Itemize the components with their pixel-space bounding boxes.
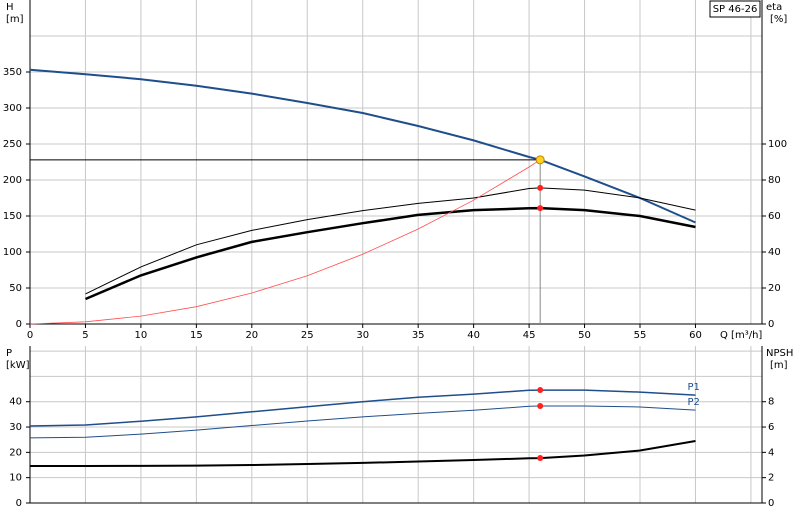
x-tick-label: 10	[135, 330, 148, 341]
y2-tick-label: 6	[768, 422, 774, 433]
legend-box	[709, 0, 761, 18]
y-tick-label: 100	[3, 247, 22, 258]
y-tick-label: 300	[3, 103, 22, 114]
curve	[85, 187, 696, 295]
y2-tick-label: 2	[768, 473, 774, 484]
y2-tick-label: 8	[768, 397, 774, 408]
curve	[29, 68, 696, 224]
curve	[29, 405, 696, 439]
curve	[85, 206, 696, 301]
curve	[29, 159, 541, 325]
y2-tick-label: 40	[768, 247, 781, 258]
series-label: P2	[687, 397, 699, 408]
y-axis-unit: [m]	[6, 14, 24, 25]
series-label: P1	[687, 382, 699, 393]
x-tick-label: 50	[578, 330, 591, 341]
duty-point	[537, 184, 544, 191]
y2-tick-label: 0	[768, 319, 774, 330]
y-tick-label: 0	[16, 498, 22, 509]
y-tick-label: 20	[9, 447, 22, 458]
duty-point	[535, 155, 545, 165]
y-tick-label: 200	[3, 175, 22, 186]
y-tick-label: 0	[16, 319, 22, 330]
x-tick-label: 0	[27, 330, 33, 341]
y2-tick-label: 60	[768, 211, 781, 222]
x-tick-label: 40	[467, 330, 480, 341]
y-tick-label: 10	[9, 473, 22, 484]
duty-point	[537, 205, 544, 212]
y-axis-unit: [kW]	[6, 360, 30, 371]
duty-point	[537, 387, 544, 394]
y2-tick-label: 0	[768, 498, 774, 509]
curve	[29, 389, 696, 427]
y-tick-label: 50	[9, 283, 22, 294]
y-tick-label: 350	[3, 67, 22, 78]
y-tick-label: 30	[9, 422, 22, 433]
x-tick-label: 35	[412, 330, 425, 341]
duty-point	[537, 403, 544, 410]
x-tick-label: 25	[301, 330, 314, 341]
y2-axis-unit: [m]	[770, 360, 788, 371]
y2-tick-label: 80	[768, 175, 781, 186]
y2-tick-label: 100	[768, 139, 787, 150]
y2-axis-label: eta	[766, 2, 782, 13]
x-tick-label: 20	[245, 330, 258, 341]
y-tick-label: 150	[3, 211, 22, 222]
legend-text: SP 46-26	[713, 4, 758, 15]
y-axis-label: H	[6, 2, 14, 13]
x-tick-label: 45	[523, 330, 536, 341]
x-tick-label: 55	[634, 330, 647, 341]
y-axis-label: P	[6, 348, 12, 359]
y2-tick-label: 4	[768, 447, 774, 458]
curve	[30, 440, 696, 467]
y-tick-label: 250	[3, 139, 22, 150]
y-tick-label: 40	[9, 397, 22, 408]
x-tick-label: 30	[356, 330, 369, 341]
duty-point	[537, 455, 544, 462]
y2-tick-label: 20	[768, 283, 781, 294]
x-tick-label: 5	[82, 330, 88, 341]
x-tick-label: 15	[190, 330, 203, 341]
y2-axis-label: NPSH	[766, 348, 793, 359]
y2-axis-unit: [%]	[770, 14, 787, 25]
x-tick-label: 60	[689, 330, 702, 341]
x-axis-label: Q [m³/h]	[720, 330, 762, 341]
